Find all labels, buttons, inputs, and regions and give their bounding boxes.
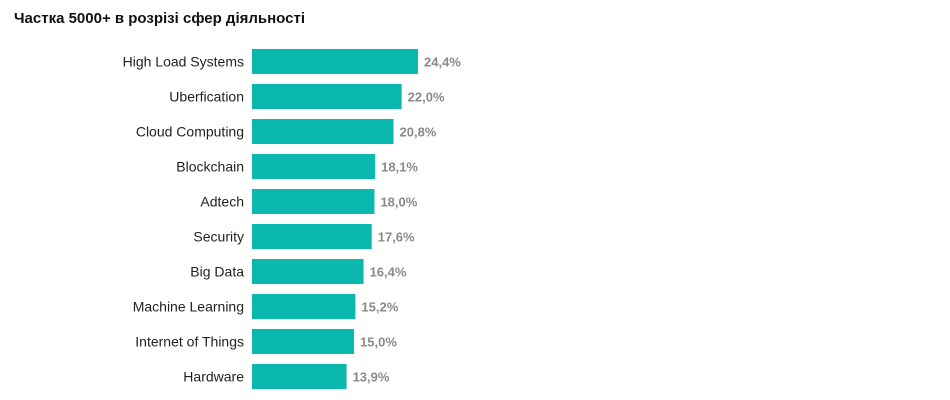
value-label: 13,9%	[353, 370, 390, 385]
category-label: High Load Systems	[123, 54, 244, 70]
value-label: 15,0%	[360, 335, 397, 350]
value-label: 24,4%	[424, 55, 461, 70]
category-label: Internet of Things	[135, 334, 244, 350]
value-label: 20,8%	[400, 125, 437, 140]
bar	[252, 49, 418, 74]
category-label: Machine Learning	[133, 299, 244, 315]
value-label: 22,0%	[408, 90, 445, 105]
bar	[252, 224, 372, 249]
category-label: Big Data	[190, 264, 244, 280]
bar	[252, 294, 356, 319]
bar	[252, 154, 376, 179]
bar	[252, 84, 402, 109]
value-label: 15,2%	[361, 300, 398, 315]
bar	[252, 364, 347, 389]
bar	[252, 259, 364, 284]
value-label: 16,4%	[370, 265, 407, 280]
category-label: Adtech	[200, 194, 244, 210]
bar	[252, 329, 355, 354]
value-label: 17,6%	[378, 230, 415, 245]
category-label: Cloud Computing	[136, 124, 244, 140]
category-label: Blockchain	[176, 159, 244, 175]
bar	[252, 189, 375, 214]
value-label: 18,1%	[381, 160, 418, 175]
bar	[252, 119, 394, 144]
chart-title: Частка 5000+ в розрізі сфер діяльності	[14, 10, 305, 27]
category-label: Uberfication	[169, 89, 244, 105]
category-label: Hardware	[183, 369, 244, 385]
value-label: 18,0%	[380, 195, 417, 210]
category-label: Security	[193, 229, 244, 245]
